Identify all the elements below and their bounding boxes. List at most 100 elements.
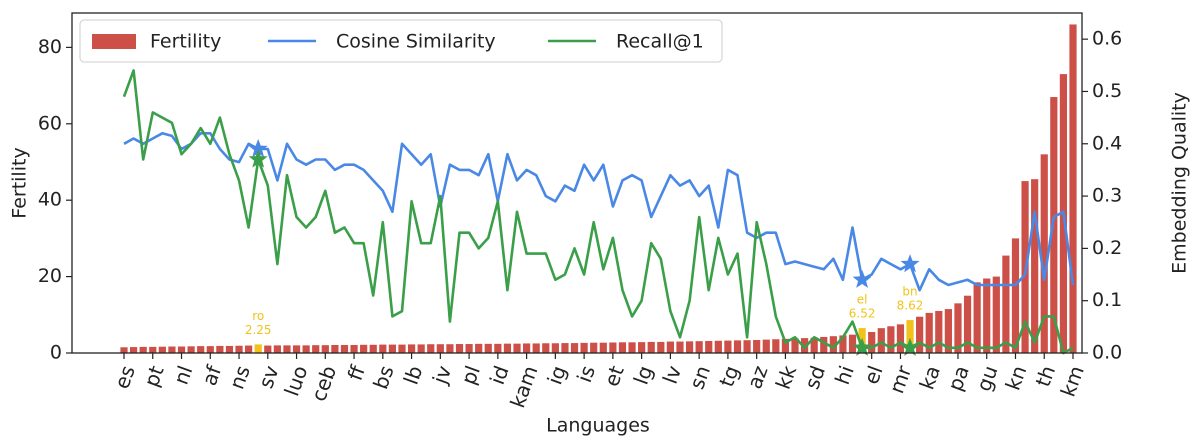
bar [724, 340, 732, 353]
bar [638, 342, 646, 353]
highlight-name: bn [902, 285, 917, 299]
x-tick-label: ceb [306, 362, 341, 404]
star-marker [900, 337, 920, 356]
x-tick-label: lv [658, 362, 687, 387]
bar [973, 282, 981, 353]
bar [1002, 255, 1010, 353]
bar [1031, 179, 1039, 353]
bar [810, 337, 818, 353]
bar [417, 344, 425, 353]
highlight-name: el [857, 293, 868, 307]
bar [129, 347, 138, 353]
bar [331, 344, 339, 353]
bar [388, 344, 397, 353]
bar [312, 345, 320, 353]
star-marker [900, 254, 920, 273]
bar [484, 343, 492, 353]
x-tick-label: is [572, 362, 600, 385]
y-axis-label: Fertility [9, 147, 31, 218]
legend-label: Cosine Similarity [336, 31, 496, 53]
bar [983, 278, 991, 353]
x-tick-label: sv [253, 362, 283, 391]
bar [446, 344, 454, 353]
bar [868, 331, 876, 353]
bar [273, 345, 281, 353]
x-tick-label: pl [456, 362, 485, 387]
y2-tick-label: 0.0 [1092, 342, 1122, 364]
x-tick-label: pa [943, 362, 974, 394]
star-marker [852, 269, 872, 288]
bar [436, 344, 444, 353]
star-marker [248, 139, 268, 158]
x-tick-label: et [599, 362, 628, 389]
highlight-value: 2.25 [245, 323, 272, 337]
bar [225, 345, 234, 353]
y2-tick-label: 0.4 [1092, 132, 1122, 154]
bar [379, 344, 387, 353]
bar [139, 346, 147, 353]
x-tick-label: bs [368, 362, 398, 392]
y-tick-label: 80 [38, 36, 62, 58]
bar [350, 344, 358, 353]
bar [935, 310, 943, 353]
x-tick-label: th [1031, 362, 1061, 390]
bar [503, 343, 512, 353]
legend-label: Fertility [150, 31, 221, 53]
bar [666, 341, 674, 353]
x-tick-label: el [859, 362, 888, 387]
x-tick-label: jv [427, 362, 456, 388]
x-tick-label: ka [914, 362, 945, 392]
bar [820, 336, 828, 353]
bar [1011, 238, 1020, 353]
x-tick-label: tg [714, 362, 744, 390]
x-tick-label: sd [800, 362, 830, 392]
bar [753, 340, 761, 353]
bar [177, 346, 186, 353]
bar [532, 343, 540, 353]
bar [197, 346, 205, 353]
bar [561, 343, 569, 353]
line [122, 69, 1074, 355]
bar [235, 345, 243, 353]
x-tick-label: kn [1000, 362, 1031, 393]
bar [551, 343, 559, 353]
legend: Fertility Cosine Similarity Recall@1 [79, 19, 723, 63]
bar [369, 344, 377, 353]
y2-tick-label: 0.2 [1092, 237, 1122, 259]
highlight-name: ro [252, 309, 264, 323]
bar [206, 346, 214, 353]
bar [963, 295, 972, 353]
bar [781, 338, 790, 353]
x-tick-label: az [742, 362, 772, 392]
x-tick-label: id [485, 362, 514, 387]
bar [791, 338, 799, 353]
bar [954, 303, 962, 353]
bar [245, 345, 253, 353]
x-tick-label: ig [542, 362, 571, 387]
y-tick-label: 0 [50, 342, 62, 364]
bar [657, 341, 665, 353]
y2-tick-label: 0.3 [1092, 185, 1122, 207]
bar [944, 309, 952, 353]
bar [216, 345, 224, 353]
x-tick-label: nl [169, 362, 198, 387]
bar [599, 342, 607, 353]
bar [743, 340, 751, 353]
bar [254, 344, 262, 353]
bar [695, 341, 703, 353]
bar [916, 316, 924, 353]
y2-tick-label: 0.1 [1092, 289, 1122, 311]
bar [158, 346, 166, 353]
bar [628, 342, 636, 353]
bar [475, 343, 483, 353]
bar [570, 343, 579, 353]
x-axis-label: Languages [546, 415, 650, 436]
x-tick-label: sn [685, 362, 715, 392]
bar [398, 344, 406, 353]
bar [839, 335, 847, 353]
bar [733, 340, 742, 353]
bar [321, 345, 329, 353]
bar [580, 342, 588, 353]
bar [407, 344, 416, 353]
